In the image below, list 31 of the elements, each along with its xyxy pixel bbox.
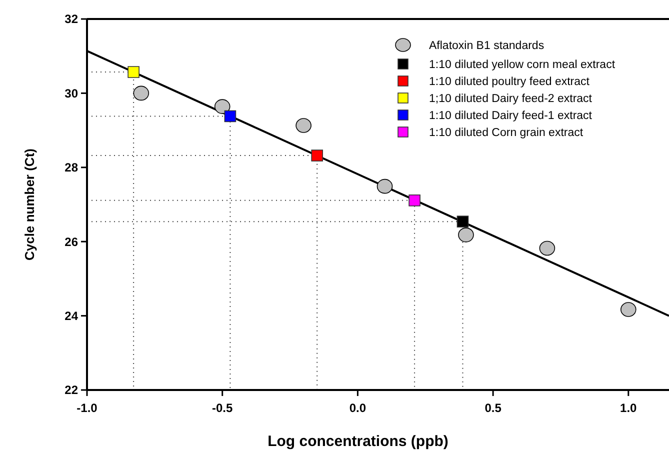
point [539, 240, 556, 256]
y-tick-label: 22 [64, 383, 78, 398]
point [456, 216, 469, 228]
point [296, 118, 312, 133]
point [133, 86, 150, 101]
y-tick-label: 32 [64, 12, 78, 26]
legend-label: 1;10 diluted Dairy feed-2 extract [429, 93, 593, 106]
y-tick-label: 28 [64, 160, 78, 175]
y-tick-label: 30 [64, 86, 78, 100]
point [408, 194, 420, 206]
legend-label: 1:10 diluted yellow corn meal extract [429, 59, 616, 72]
point [620, 302, 636, 317]
x-tick-label: -1.0 [76, 401, 98, 415]
legend-label: Aflatoxin B1 standards [429, 40, 544, 52]
point [311, 150, 323, 162]
legend-label: 1:10 diluted Corn grain extract [429, 127, 584, 140]
x-tick-label: 0.5 [484, 401, 502, 415]
point [376, 178, 393, 194]
x-axis-title: Log concentrations (ppb) [268, 433, 448, 450]
point [214, 99, 230, 114]
y-tick-label: 26 [64, 234, 78, 249]
y-axis-title: Cycle number (Ct) [22, 148, 37, 260]
y-tick-label: 24 [64, 309, 78, 323]
point [128, 66, 140, 78]
legend-label: 1:10 diluted Dairy feed-1 extract [429, 110, 593, 122]
point [458, 228, 474, 242]
x-tick-label: 1.0 [620, 401, 638, 415]
x-tick-label: 0.0 [349, 401, 366, 415]
x-tick-label: -0.5 [212, 401, 234, 415]
legend-label: 1:10 diluted poultry feed extract [429, 76, 590, 88]
point [224, 110, 236, 122]
